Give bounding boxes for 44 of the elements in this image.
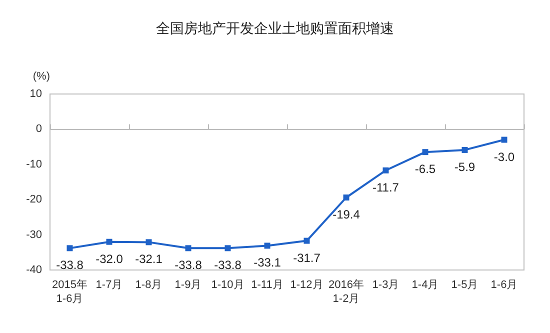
- x-tick-label: 1-12月: [290, 279, 324, 291]
- data-label: -33.8: [214, 258, 242, 272]
- x-tick-label: 1-8月: [135, 279, 162, 291]
- data-label: -33.1: [254, 256, 282, 270]
- y-tick-label: -10: [26, 158, 42, 170]
- x-tick-label: 2016年 1-2月: [328, 279, 364, 305]
- point: [66, 245, 73, 252]
- data-label: -31.7: [293, 250, 321, 265]
- data-label: -32.1: [135, 252, 163, 266]
- data-label: -3.0: [494, 150, 515, 164]
- data-label: -19.4: [332, 207, 360, 222]
- point: [462, 146, 468, 153]
- y-tick-label: 0: [36, 123, 42, 136]
- x-tick-label: 2015年 1-6月: [52, 279, 88, 305]
- y-tick-label: 10: [30, 88, 42, 100]
- point: [382, 167, 389, 174]
- point: [185, 245, 192, 252]
- data-label: -11.7: [372, 180, 400, 194]
- point: [422, 149, 428, 156]
- data-label: -33.8: [56, 258, 84, 272]
- y-axis-title: (%): [32, 70, 50, 82]
- x-tick-label: 1-11月: [251, 279, 284, 291]
- x-tick-label: 1-4月: [412, 279, 439, 291]
- point: [106, 238, 112, 245]
- point: [146, 239, 152, 246]
- point: [224, 245, 231, 252]
- y-tick-label: -30: [26, 228, 42, 241]
- data-label: -32.0: [96, 252, 124, 266]
- x-tick-label: 1-10月: [211, 279, 244, 291]
- point: [264, 242, 270, 249]
- x-tick-label: 1-5月: [451, 279, 478, 291]
- y-tick-label: -40: [26, 264, 42, 276]
- x-tick-label: 1-6月: [490, 279, 518, 291]
- x-tick-label: 1-7月: [96, 279, 123, 291]
- y-tick-label: -20: [26, 194, 42, 206]
- point: [501, 136, 508, 143]
- data-label: -5.9: [454, 160, 476, 174]
- point: [343, 194, 350, 200]
- x-tick-label: 1-3月: [372, 279, 400, 291]
- point: [304, 238, 310, 244]
- x-tick-label: 1-9月: [174, 279, 202, 291]
- data-label: -6.5: [414, 162, 436, 176]
- data-label: -33.8: [174, 258, 202, 272]
- chart-title: 全国房地产开发企业土地购置面积增速: [156, 20, 394, 36]
